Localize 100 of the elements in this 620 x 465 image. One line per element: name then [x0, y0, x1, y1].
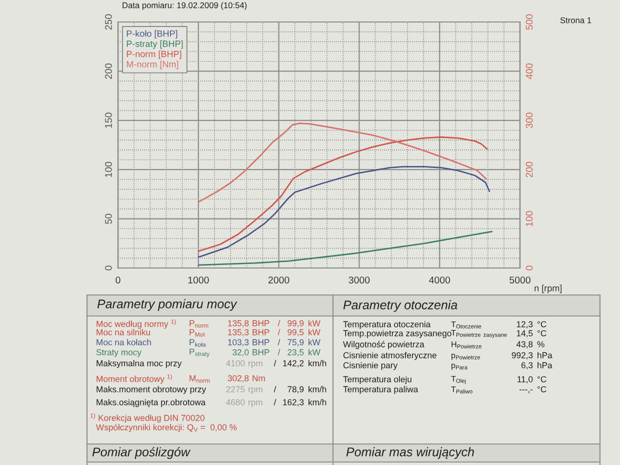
- text: 4680: [226, 399, 245, 406]
- text: 14,5: [516, 330, 533, 338]
- text: kW: [308, 348, 320, 356]
- text: P$_{straty}$: [190, 348, 210, 358]
- y2-tick-label: 200: [526, 162, 533, 178]
- line-series: [198, 136, 488, 252]
- y2-tick-label: 0: [526, 266, 533, 270]
- text: °C: [538, 330, 546, 336]
- text: T$_{Paliwo}$: [451, 386, 472, 394]
- text: 2275: [226, 386, 245, 392]
- text: Data pomiaru: 19.02.2009 (10:54): [122, 2, 247, 10]
- text: kW: [308, 320, 320, 326]
- text: /: [278, 338, 280, 346]
- text: Temperatura otoczenia: [343, 320, 431, 330]
- text: 12,3: [516, 321, 533, 328]
- text: 43,8: [516, 341, 533, 348]
- text: 23,5: [288, 349, 304, 356]
- text: °C: [538, 376, 546, 382]
- text: 32,0: [232, 349, 249, 356]
- x-axis-title: n [rpm]: [534, 284, 562, 294]
- text: 992,3: [512, 352, 533, 360]
- text: /: [278, 348, 280, 356]
- text: BHP: [252, 320, 270, 326]
- line-series: [198, 122, 487, 203]
- text: 75,9: [288, 339, 304, 346]
- text: Strona 1: [560, 17, 592, 24]
- text: km/h: [308, 398, 326, 406]
- text: Maks.moment obrotowy przy: [96, 386, 206, 394]
- text: km/h: [308, 360, 326, 366]
- text: %: [537, 341, 544, 348]
- text: 4100: [226, 360, 245, 366]
- y2-tick-label: 100: [526, 211, 533, 226]
- text: 78,9: [288, 386, 304, 394]
- text: 135,3: [228, 329, 249, 336]
- text: Straty mocy: [96, 349, 142, 358]
- y2-tick-label: 500: [526, 14, 533, 30]
- text: °C: [538, 386, 546, 392]
- text: Parametry otoczenia: [343, 300, 458, 312]
- text: 162,3: [283, 399, 304, 406]
- y-tick-label: 150: [105, 112, 112, 128]
- text: 6,3: [521, 362, 533, 370]
- x-tick-label: 4000: [429, 276, 450, 284]
- x-tick-label: 2000: [268, 276, 290, 284]
- text: P$_{koła}$: [190, 339, 206, 347]
- text: ---,-: [520, 390, 533, 394]
- x-tick-label: 0: [116, 276, 120, 284]
- text: hPa: [538, 352, 552, 358]
- x-tick-label: 5000: [510, 276, 530, 284]
- text: hPa: [538, 362, 552, 368]
- text: /: [274, 360, 276, 366]
- text: BHP: [252, 349, 270, 356]
- text: P$_{norm}$: [190, 320, 208, 328]
- text: km/h: [308, 386, 326, 392]
- text: T$_{Olej}$: [451, 376, 466, 384]
- text: /: [278, 320, 280, 326]
- y-tick-label: 250: [105, 14, 112, 30]
- text: Temperatura oleju: [343, 376, 412, 384]
- text: Nm: [252, 375, 265, 382]
- text: P-norm [BHP]: [126, 50, 182, 59]
- text: Pomiar mas wirujących: [346, 447, 474, 459]
- text: Maks.osiągnięta pr.obrotowa: [96, 398, 206, 408]
- line-series: [198, 166, 490, 258]
- y2-tick-label: 400: [526, 63, 533, 80]
- text: kW: [308, 338, 320, 346]
- text: Moment obrotowy $^{1)}$: [96, 374, 172, 384]
- text: °C: [538, 321, 546, 328]
- text: 135,8: [228, 320, 249, 328]
- text: /: [274, 398, 276, 406]
- text: kW: [308, 328, 320, 336]
- text: rpm: [248, 400, 262, 408]
- y-tick-label: 50: [105, 214, 112, 224]
- y-tick-label: 200: [105, 63, 112, 79]
- text: P-straty [BHP]: [126, 40, 183, 49]
- text: BHP: [252, 329, 270, 336]
- text: rpm: [248, 388, 262, 394]
- text: 142,2: [283, 360, 304, 368]
- line-series: [198, 230, 493, 266]
- text: Maksymalna moc przy: [96, 360, 182, 368]
- y2-tick-label: 300: [526, 112, 533, 128]
- text: 99,9: [288, 320, 304, 328]
- text: Temperatura paliwa: [343, 386, 418, 394]
- text: Moc na kołach: [96, 338, 151, 346]
- text: Parametry pomiaru mocy: [97, 299, 238, 311]
- text: 103,3: [228, 339, 249, 346]
- text: 302,8: [228, 375, 249, 382]
- x-tick-label: 1000: [188, 276, 209, 284]
- text: 11,0: [518, 376, 533, 384]
- text: Cisnienie atmosferyczne: [343, 352, 436, 360]
- text: Temp.powietrza zasysanego: [343, 330, 452, 338]
- y-tick-label: 100: [105, 162, 112, 177]
- text: 99,5: [288, 329, 304, 336]
- text: P-koło [BHP]: [126, 30, 178, 39]
- text: Moc według normy $^{1)}$: [96, 319, 176, 329]
- text: Współczynniki korekcji: Q$_{V}$ = 0,00 %: [96, 424, 237, 432]
- text: M$_{norm}$: [190, 375, 210, 383]
- text: /: [274, 386, 276, 392]
- text: Wilgotność powietrza: [343, 340, 424, 350]
- text: P$_{Mot}$: [190, 329, 205, 337]
- text: p$_{Para}$: [452, 364, 468, 370]
- text: M-norm [Nm]: [126, 60, 178, 70]
